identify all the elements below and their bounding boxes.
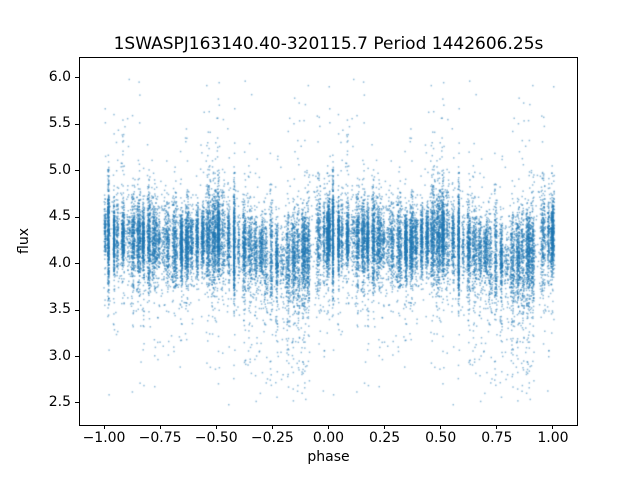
x-tick-label: −0.50 xyxy=(194,430,238,446)
y-tick-label: 4.5 xyxy=(48,208,71,225)
y-tick-label: 3.0 xyxy=(48,347,71,364)
y-tick-mark xyxy=(75,356,79,358)
y-tick-label: 4.0 xyxy=(48,254,71,271)
y-tick-mark xyxy=(75,123,79,125)
y-tick-mark xyxy=(75,402,79,404)
x-tick-mark xyxy=(440,425,442,429)
y-tick-mark xyxy=(75,216,79,218)
x-tick-mark xyxy=(496,425,498,429)
x-tick-mark xyxy=(159,425,161,429)
x-axis-label: phase xyxy=(307,449,350,465)
x-tick-mark xyxy=(103,425,105,429)
scatter-canvas xyxy=(80,58,577,425)
x-tick-label: 0.75 xyxy=(481,430,513,446)
y-axis-label: flux xyxy=(16,228,32,254)
y-tick-label: 2.5 xyxy=(48,393,71,410)
y-tick-mark xyxy=(75,263,79,265)
x-tick-label: 0.25 xyxy=(369,430,401,446)
x-tick-label: −1.00 xyxy=(82,430,126,446)
x-tick-label: −0.25 xyxy=(250,430,294,446)
y-tick-label: 3.5 xyxy=(48,301,71,318)
y-tick-label: 5.0 xyxy=(48,161,71,178)
chart-title: 1SWASPJ163140.40-320115.7 Period 1442606… xyxy=(113,34,544,54)
y-tick-mark xyxy=(75,309,79,311)
x-tick-mark xyxy=(384,425,386,429)
y-tick-mark xyxy=(75,170,79,172)
x-tick-label: 0.00 xyxy=(312,430,345,446)
x-tick-mark xyxy=(215,425,217,429)
x-tick-label: −0.75 xyxy=(138,430,182,446)
plot-area xyxy=(79,57,578,426)
x-tick-mark xyxy=(552,425,554,429)
y-tick-label: 5.5 xyxy=(48,115,71,132)
x-tick-label: 0.50 xyxy=(425,430,457,446)
y-tick-label: 6.0 xyxy=(48,68,71,85)
y-tick-mark xyxy=(75,77,79,79)
x-tick-mark xyxy=(328,425,329,429)
x-tick-label: 1.00 xyxy=(537,430,569,446)
x-tick-mark xyxy=(271,425,273,429)
